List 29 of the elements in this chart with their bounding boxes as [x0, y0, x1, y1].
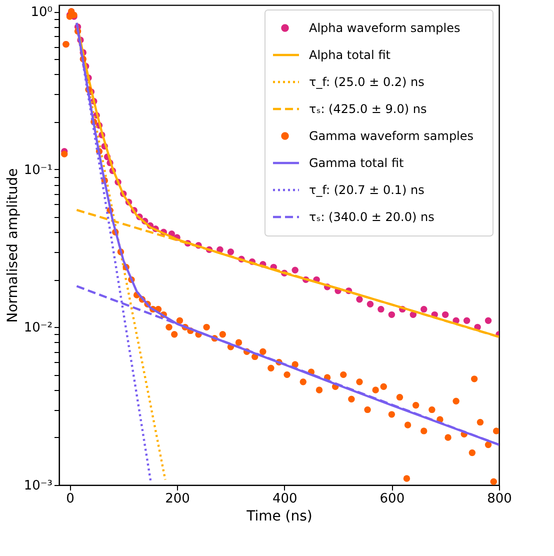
x-tick-label: 200	[165, 492, 190, 506]
legend-label: Alpha total fit	[309, 48, 391, 62]
y-tick-label: 10⁻¹	[24, 162, 52, 178]
point	[442, 311, 449, 318]
legend-label: Gamma waveform samples	[309, 129, 474, 143]
legend-label: Gamma total fit	[309, 156, 404, 170]
legend-label: τ_f: (20.7 ± 0.1) ns	[309, 183, 424, 197]
point	[366, 300, 374, 308]
x-tick-label: 600	[380, 492, 405, 506]
y-axis-title: Normalised amplitude	[4, 168, 21, 323]
point	[420, 306, 428, 313]
point	[378, 306, 384, 313]
y-tick-label: 10⁻²	[24, 320, 52, 336]
y-tick-label: 10⁰	[30, 5, 52, 20]
legend-label: Alpha waveform samples	[309, 21, 460, 35]
legend-label: τ_f: (25.0 ± 0.2) ns	[309, 75, 424, 89]
point	[292, 266, 298, 274]
point	[227, 248, 234, 256]
x-tick-label: 800	[487, 492, 512, 506]
point	[356, 296, 363, 303]
point	[484, 317, 492, 324]
x-tick-label: 400	[272, 492, 298, 506]
x-tick-label: 0	[66, 492, 74, 506]
y-tick-label: 10⁻³	[24, 478, 52, 494]
legend-label: τₛ: (340.0 ± 20.0) ns	[309, 210, 434, 224]
point	[388, 311, 396, 318]
x-axis-title: Time (ns)	[246, 508, 312, 524]
legend-label: τₛ: (425.0 ± 9.0) ns	[309, 102, 427, 116]
point	[463, 317, 470, 324]
